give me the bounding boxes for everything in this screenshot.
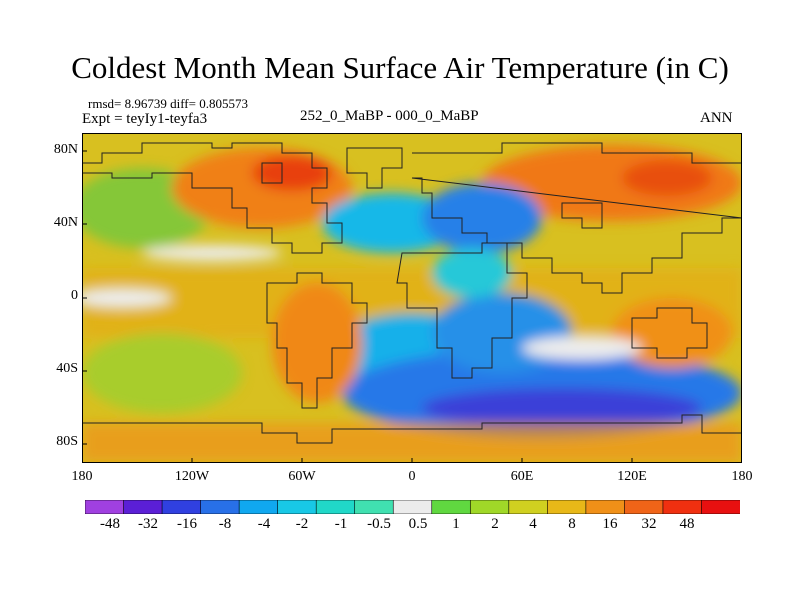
colorbar-cell — [354, 500, 395, 514]
eurasia-coast — [411, 142, 742, 294]
stats-line: rmsd= 8.96739 diff= 0.805573 — [88, 96, 248, 111]
north-africa-cyan — [432, 248, 512, 298]
colorbar-label: -8 — [218, 516, 232, 532]
plot-title: Coldest Month Mean Surface Air Temperatu… — [71, 50, 729, 85]
lat-tick-40s: 40S — [56, 361, 78, 376]
colorbar-cell — [238, 500, 279, 514]
colorbar-cell — [585, 500, 626, 514]
arctic-red — [252, 155, 332, 191]
colorbar-label: -0.5 — [367, 516, 391, 532]
colorbar-label: -16 — [177, 516, 197, 532]
colorbar-cell — [624, 500, 664, 514]
plot-subtitle: 252_0_MaBP - 000_0_MaBP — [300, 108, 479, 124]
colorbar-label: -32 — [138, 516, 158, 532]
colorbar-label: 16 — [602, 516, 618, 532]
lon-tick-0: 0 — [408, 469, 416, 484]
north-pacific-zero — [142, 245, 282, 261]
lat-tick-80s: 80S — [56, 434, 78, 449]
colorbar-cell — [277, 500, 317, 514]
colorbar-cell — [161, 500, 202, 514]
colorbar-cell — [200, 500, 240, 514]
colorbar-label: -1 — [334, 516, 348, 532]
lat-tick-40n: 40N — [53, 215, 78, 230]
colorbar-label: -48 — [100, 516, 120, 532]
colorbar-cell — [547, 500, 587, 514]
colorbar-cell — [315, 500, 356, 514]
southern-ocean-deep — [422, 388, 702, 428]
north-america-coast — [82, 142, 343, 254]
colorbar-label: 8 — [568, 516, 576, 532]
temperature-map — [82, 133, 742, 463]
lat-tick-80n: 80N — [53, 142, 78, 157]
colorbar-label: 32 — [641, 516, 657, 532]
colorbar-cell — [469, 500, 510, 514]
colorbar-cell — [431, 500, 472, 514]
africa-coast — [396, 242, 528, 379]
europe-cold — [422, 183, 542, 253]
antarctica-coast — [82, 414, 742, 444]
colorbar-cell — [662, 500, 703, 514]
australia-coast — [631, 307, 708, 359]
lon-tick-120e: 120E — [617, 469, 647, 484]
colorbar — [85, 500, 740, 514]
colorbar-label: 1 — [452, 516, 460, 532]
colorbar-cell — [508, 500, 549, 514]
australia-warm — [612, 298, 732, 368]
season-label: ANN — [700, 110, 733, 126]
lon-tick-180w: 180 — [71, 469, 93, 484]
colorbar-label: -2 — [295, 516, 309, 532]
east-pacific-zero — [82, 288, 172, 308]
colorbar-label: 4 — [529, 516, 537, 532]
lon-tick-120w: 120W — [174, 469, 210, 484]
south-indian-zero — [522, 336, 642, 360]
colorbar-label: -4 — [257, 516, 271, 532]
south-america-coast — [266, 272, 368, 409]
colorbar-cell — [123, 500, 163, 514]
colorbar-cell — [85, 500, 125, 514]
lon-tick-60e: 60E — [510, 469, 534, 484]
lon-tick-60w: 60W — [288, 469, 316, 484]
colorbar-label: 2 — [491, 516, 499, 532]
east-siberia-red — [622, 160, 712, 196]
experiment-line: Expt = teyIy1-teyfa3 — [82, 111, 208, 127]
central-coast-b — [261, 162, 283, 184]
lat-tick-0: 0 — [71, 288, 78, 303]
colorbar-cell — [701, 500, 740, 514]
lon-tick-180e: 180 — [731, 469, 753, 484]
central-coast-a — [561, 202, 603, 229]
south-america-warm — [272, 283, 362, 403]
antarctic-rim — [82, 423, 742, 463]
indian-ocean-cold — [432, 293, 572, 373]
colorbar-cell — [392, 500, 433, 514]
greenland-coast — [346, 147, 403, 189]
colorbar-label: 48 — [679, 516, 695, 532]
colorbar-label: 0.5 — [408, 516, 428, 532]
south-pacific-green — [82, 333, 242, 413]
